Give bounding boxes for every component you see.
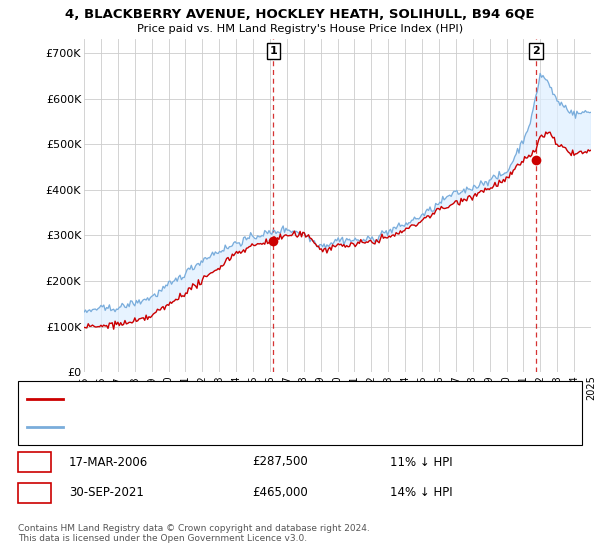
Text: Contains HM Land Registry data © Crown copyright and database right 2024.
This d: Contains HM Land Registry data © Crown c…	[18, 524, 370, 543]
Text: 14% ↓ HPI: 14% ↓ HPI	[390, 486, 452, 500]
Text: 17-MAR-2006: 17-MAR-2006	[69, 455, 148, 469]
Text: 4, BLACKBERRY AVENUE, HOCKLEY HEATH, SOLIHULL, B94 6QE: 4, BLACKBERRY AVENUE, HOCKLEY HEATH, SOL…	[65, 8, 535, 21]
Text: 1: 1	[30, 455, 38, 469]
Text: 4, BLACKBERRY AVENUE, HOCKLEY HEATH, SOLIHULL, B94 6QE (detached house): 4, BLACKBERRY AVENUE, HOCKLEY HEATH, SOL…	[69, 394, 492, 404]
Text: Price paid vs. HM Land Registry's House Price Index (HPI): Price paid vs. HM Land Registry's House …	[137, 24, 463, 34]
Text: 2: 2	[532, 46, 540, 56]
Text: £465,000: £465,000	[252, 486, 308, 500]
Text: £287,500: £287,500	[252, 455, 308, 469]
Text: HPI: Average price, detached house, Solihull: HPI: Average price, detached house, Soli…	[69, 422, 300, 432]
Text: 11% ↓ HPI: 11% ↓ HPI	[390, 455, 452, 469]
Text: 30-SEP-2021: 30-SEP-2021	[69, 486, 144, 500]
Text: 1: 1	[269, 46, 277, 56]
Text: 2: 2	[30, 486, 38, 500]
